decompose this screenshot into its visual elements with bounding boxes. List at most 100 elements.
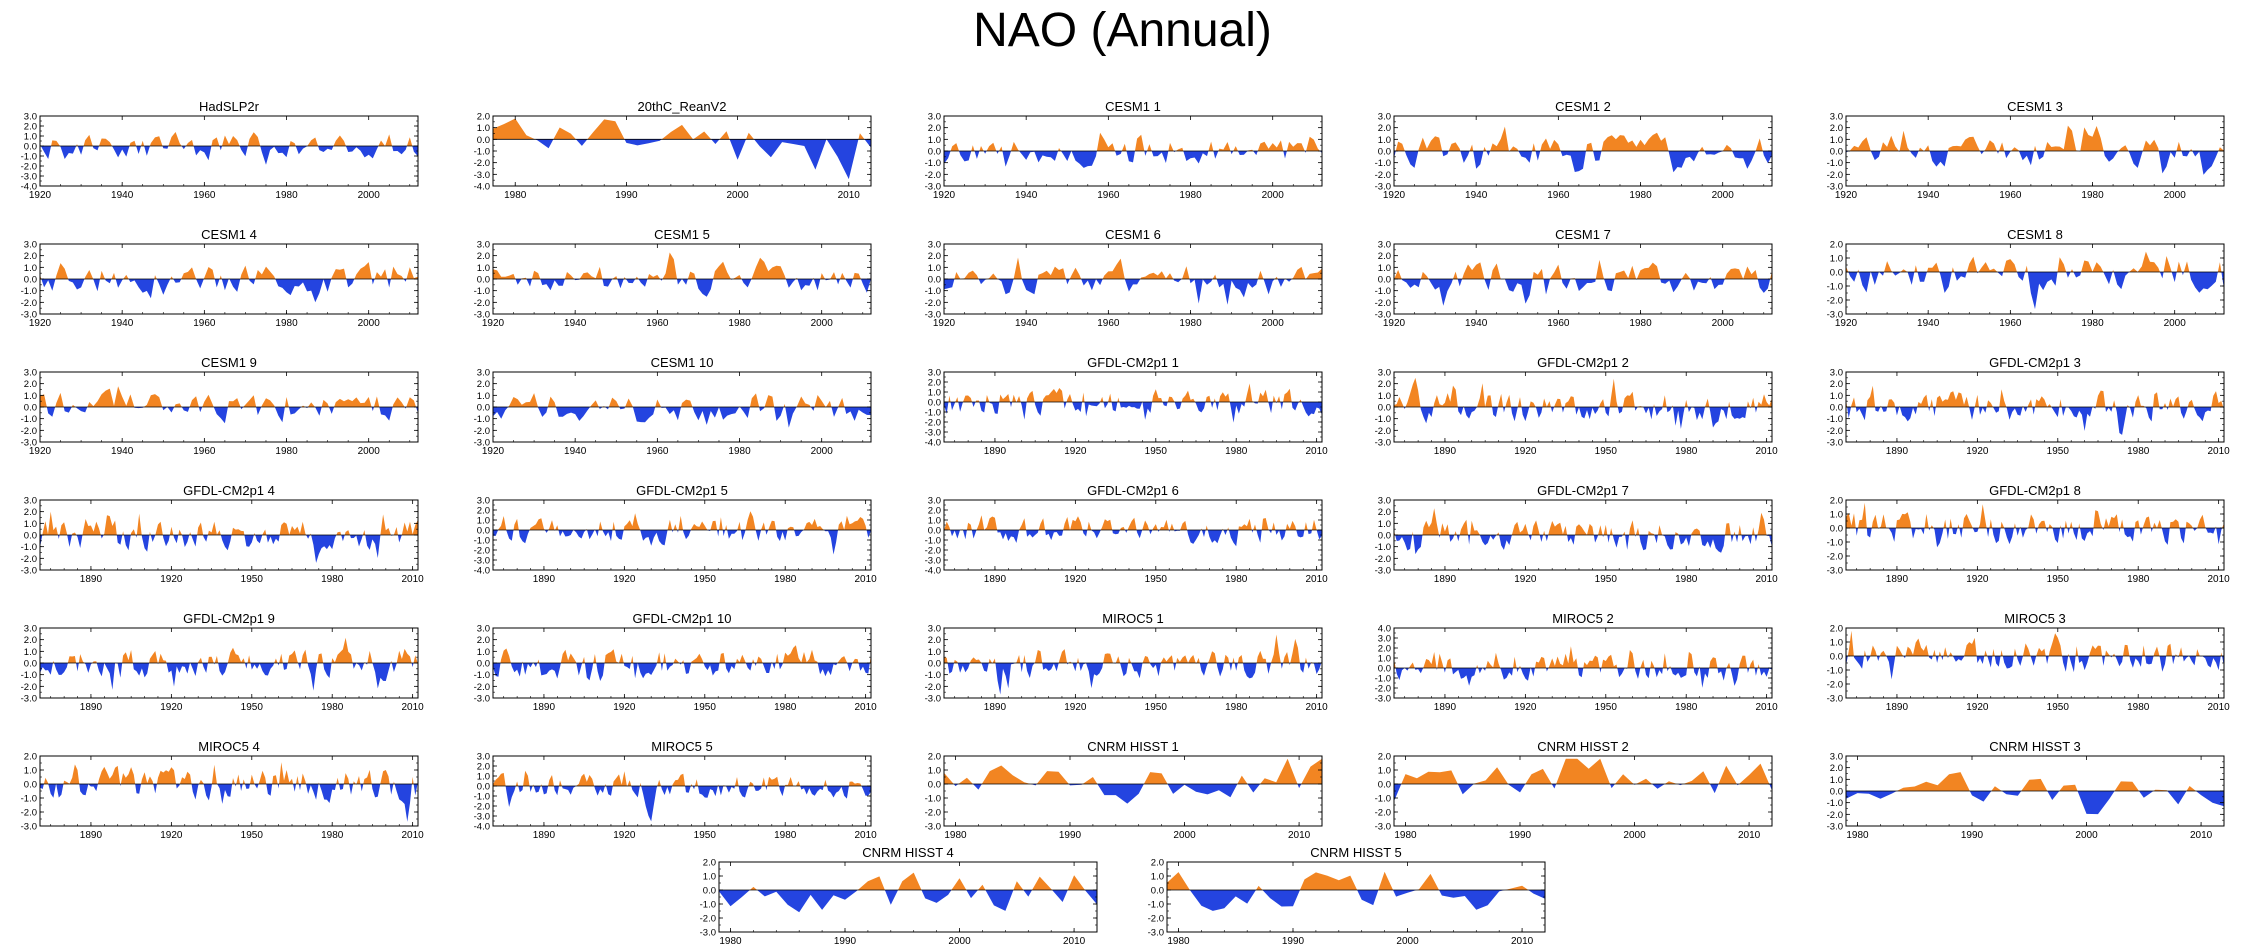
x-tick-label: 1920 [1064, 702, 1087, 713]
y-tick-label: 0.0 [24, 403, 37, 414]
y-tick-label: -1.0 [1375, 794, 1391, 805]
y-tick-label: 1.0 [24, 391, 37, 402]
x-tick-label: 1890 [984, 574, 1007, 585]
negative-area [493, 279, 871, 297]
panel-title: GFDL-CM2p1 2 [1537, 355, 1629, 370]
y-tick-label: 1.0 [1830, 510, 1843, 521]
y-tick-label: 1.0 [1830, 775, 1843, 786]
y-tick-label: -2.0 [925, 170, 941, 181]
x-tick-label: 1960 [646, 446, 669, 457]
x-tick-label: 1990 [1509, 830, 1532, 841]
y-tick-label: -3.0 [925, 428, 941, 439]
x-tick-label: 1980 [774, 702, 797, 713]
x-tick-label: 2000 [1262, 318, 1285, 329]
y-tick-label: 1.0 [928, 647, 941, 658]
x-tick-label: 1980 [728, 318, 751, 329]
x-tick-label: 1980 [1675, 574, 1698, 585]
x-tick-label: 1990 [615, 190, 638, 201]
x-tick-label: 1950 [694, 702, 717, 713]
x-tick-label: 1920 [1064, 574, 1087, 585]
panel-title: CNRM HISST 2 [1537, 739, 1629, 754]
x-tick-label: 1950 [241, 830, 264, 841]
y-tick-label: -2.0 [474, 158, 490, 169]
y-tick-label: 0.0 [477, 275, 490, 286]
y-tick-label: -1.0 [474, 414, 490, 425]
y-tick-label: 2.0 [477, 635, 490, 646]
x-tick-label: 1890 [533, 574, 556, 585]
negative-area [493, 663, 871, 681]
y-tick-label: -1.0 [1827, 798, 1843, 809]
positive-area [1394, 508, 1772, 535]
x-tick-label: 1980 [275, 190, 298, 201]
x-tick-label: 1950 [1595, 702, 1618, 713]
y-tick-label: -2.0 [1375, 684, 1391, 695]
y-tick-label: 0.0 [24, 275, 37, 286]
y-tick-label: 3.0 [928, 368, 941, 379]
y-tick-label: 1.0 [928, 516, 941, 527]
nao-panel: MIROC5 2 4.03.02.01.00.0-1.0-2.0-3.0 1890 1… [1375, 611, 1779, 713]
x-tick-label: 1980 [1225, 446, 1248, 457]
positive-area [1846, 630, 2224, 656]
negative-area [40, 784, 418, 822]
x-tick-label: 1890 [1434, 702, 1457, 713]
x-tick-label: 2010 [855, 702, 878, 713]
x-tick-label: 1940 [111, 318, 134, 329]
y-tick-label: -2.0 [1827, 810, 1843, 821]
y-tick-label: -1.0 [474, 792, 490, 803]
y-tick-label: -2.0 [21, 426, 37, 437]
positive-area [944, 257, 1322, 279]
y-tick-label: -4.0 [474, 822, 490, 833]
y-tick-label: -2.0 [21, 554, 37, 565]
y-tick-label: 3.0 [477, 624, 490, 635]
x-tick-label: 1890 [80, 574, 103, 585]
y-tick-label: 3.0 [1830, 752, 1843, 763]
y-tick-label: -3.0 [474, 694, 490, 705]
negative-area [493, 407, 871, 428]
x-tick-label: 1950 [241, 702, 264, 713]
x-tick-label: 1980 [2081, 190, 2104, 201]
nao-panel: GFDL-CM2p1 2 3.02.01.00.0-1.0-2.0-3.0 1890… [1375, 355, 1779, 457]
x-tick-label: 1990 [834, 936, 857, 947]
y-tick-label: 1.0 [1378, 654, 1391, 665]
x-tick-label: 1980 [774, 830, 797, 841]
x-tick-label: 2010 [402, 574, 425, 585]
y-tick-label: -2.0 [1375, 554, 1391, 565]
y-tick-label: -1.0 [1827, 666, 1843, 677]
y-tick-label: 2.0 [1830, 496, 1843, 507]
panel-frame [718, 861, 1098, 933]
y-tick-label: 3.0 [24, 624, 37, 635]
y-tick-label: -1.0 [925, 536, 941, 547]
negative-area [1394, 407, 1772, 429]
y-tick-label: 3.0 [1830, 112, 1843, 123]
x-tick-label: 2010 [1756, 446, 1779, 457]
y-tick-label: 0.0 [24, 142, 37, 153]
y-tick-label: 2.0 [477, 251, 490, 262]
y-tick-label: -3.0 [925, 822, 941, 833]
y-tick-label: 2.0 [928, 251, 941, 262]
y-tick-label: 1.0 [477, 391, 490, 402]
negative-area [944, 402, 1322, 423]
nao-panel: MIROC5 3 2.0 1.0 0.0 -1.0 -2.0 -3.0 1890 1920 195… [1827, 611, 2231, 713]
y-tick-label: -2.0 [1827, 296, 1843, 307]
negative-area [40, 663, 418, 691]
x-tick-label: 2010 [1511, 936, 1534, 947]
x-tick-label: 2010 [1063, 936, 1086, 947]
y-tick-label: -3.0 [925, 310, 941, 321]
y-tick-label: 1.0 [477, 123, 490, 134]
x-tick-label: 1980 [1629, 318, 1652, 329]
panel-title: CESM1 10 [651, 355, 714, 370]
y-tick-label: 3.0 [477, 752, 490, 763]
y-tick-label: 0.0 [477, 403, 490, 414]
y-tick-label: 1.0 [1378, 135, 1391, 146]
nao-panel: MIROC5 4 2.0 1.0 0.0 -1.0 -2.0 -3.0 1890 1920 195… [21, 739, 425, 841]
x-tick-label: 1980 [504, 190, 527, 201]
y-tick-label: -3.0 [1827, 438, 1843, 449]
y-tick-label: -1.0 [925, 158, 941, 169]
y-tick-label: 0.0 [1830, 787, 1843, 798]
x-tick-label: 2010 [2208, 446, 2231, 457]
panel-title: GFDL-CM2p1 3 [1989, 355, 2081, 370]
y-tick-label: 3.0 [928, 496, 941, 507]
x-tick-label: 2000 [358, 318, 381, 329]
